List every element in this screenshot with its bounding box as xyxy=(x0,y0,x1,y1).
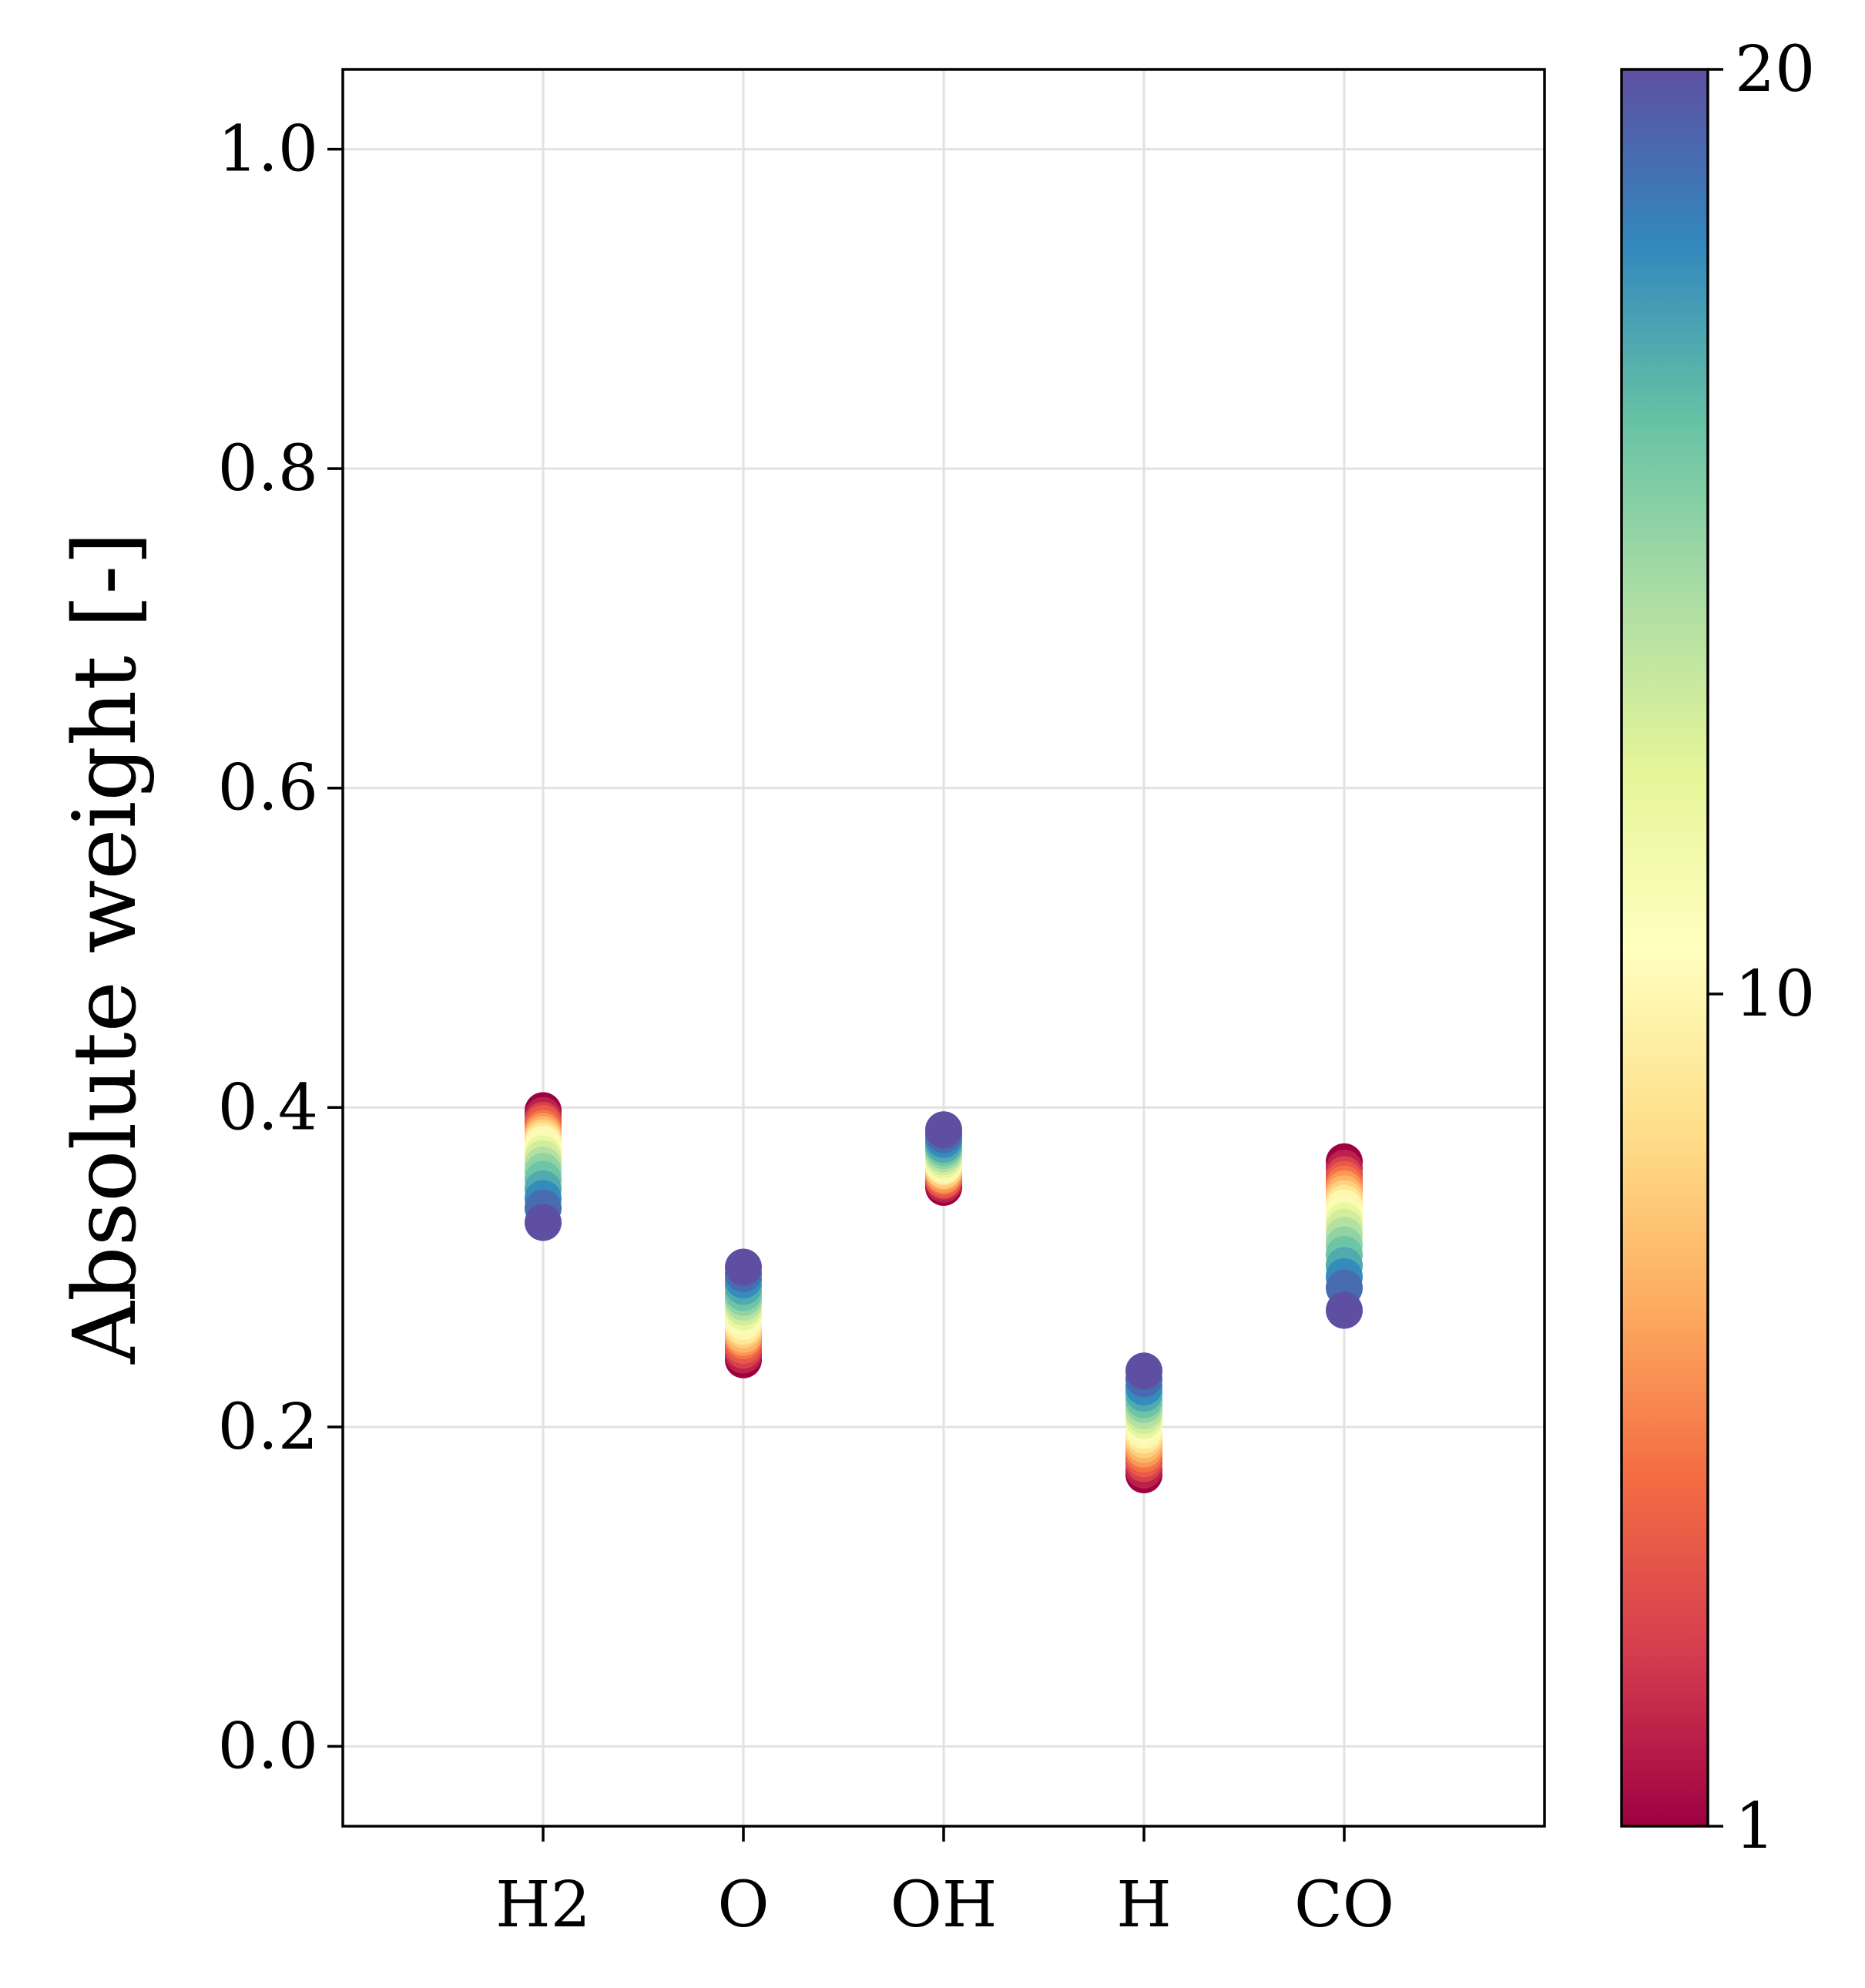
x-tick-label: O xyxy=(717,1869,769,1942)
x-axis-ticks: H2 O OH H CO xyxy=(495,1826,1394,1942)
colorbar-tick-label: 10 xyxy=(1735,958,1815,1031)
y-tick-label: 0.6 xyxy=(218,752,318,825)
scatter-point xyxy=(925,1111,962,1149)
colorbar-tick-label: 20 xyxy=(1735,33,1815,106)
x-tick-label: OH xyxy=(891,1869,998,1942)
x-tick-label: H xyxy=(1116,1869,1172,1942)
x-tick-label: CO xyxy=(1294,1869,1394,1942)
y-tick-label: 0.0 xyxy=(218,1710,318,1783)
colorbar-tick-label: 1 xyxy=(1735,1790,1775,1863)
y-tick-label: 1.0 xyxy=(218,113,318,186)
grid-lines xyxy=(343,69,1545,1826)
y-tick-label: 0.8 xyxy=(218,432,318,505)
scatter-point xyxy=(725,1248,762,1286)
y-axis-ticks: 0.0 0.2 0.4 0.6 0.8 1.0 xyxy=(218,113,343,1783)
y-tick-label: 0.4 xyxy=(218,1071,318,1144)
colorbar xyxy=(1620,68,1709,1828)
y-axis-label: Absolute weight [-] xyxy=(55,532,156,1365)
scatter-point xyxy=(1326,1291,1363,1329)
colorbar-ticks: 1 10 20 xyxy=(1708,33,1815,1863)
scatter-point xyxy=(1125,1352,1162,1390)
scatter-point xyxy=(525,1204,562,1241)
x-tick-label: H2 xyxy=(495,1869,591,1942)
data-points xyxy=(525,1092,1363,1493)
y-tick-label: 0.2 xyxy=(218,1391,318,1464)
